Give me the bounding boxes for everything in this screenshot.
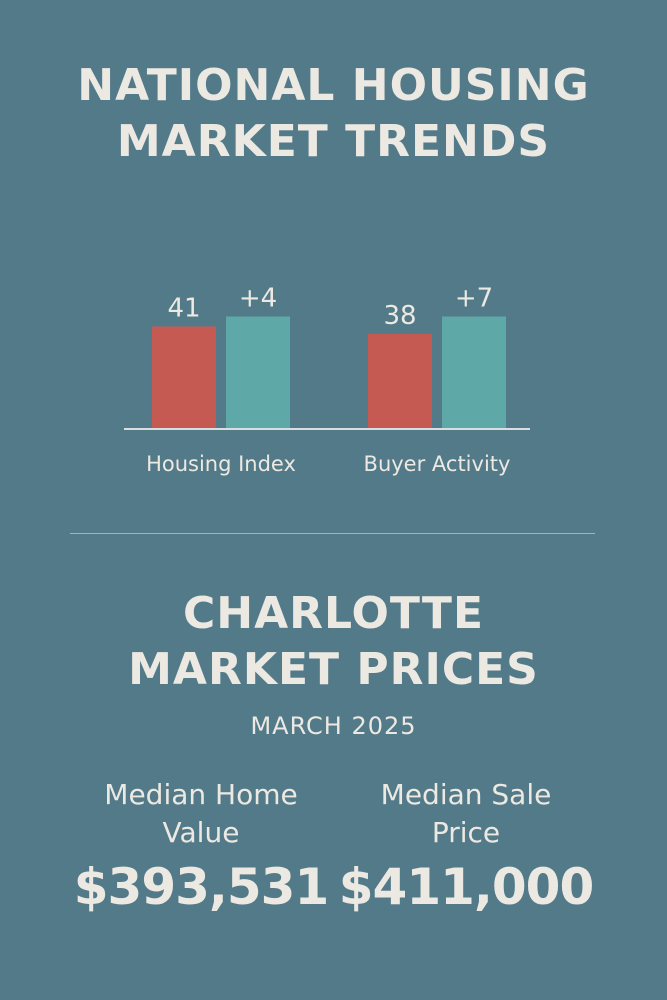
- bar-housing-index-0: [152, 326, 216, 429]
- bar-data-label: +4: [239, 284, 277, 314]
- stat-label-line: Median Home: [104, 778, 298, 811]
- category-label: Buyer Activity: [364, 452, 511, 476]
- bar-data-label: 38: [383, 301, 416, 331]
- housing-trends-bar-chart: 41 +4 Housing Index 38 +7 Buyer Activity: [124, 284, 530, 476]
- stat-label-line: Value: [162, 816, 240, 849]
- bar-buyer-activity-1: [442, 316, 506, 429]
- title-line: NATIONAL HOUSING: [77, 60, 590, 111]
- stat-value: $393,531: [73, 858, 330, 916]
- bar-buyer-activity-0: [368, 334, 432, 429]
- median-home-value-stat: Median Home Value $393,531: [56, 776, 346, 916]
- stat-label: Median Sale Price: [321, 776, 611, 852]
- bar-data-label: 41: [167, 294, 200, 324]
- title-line: CHARLOTTE: [182, 588, 484, 639]
- bar-data-label: +7: [455, 284, 493, 314]
- title-line: MARKET TRENDS: [116, 116, 551, 167]
- section-title: CHARLOTTE MARKET PRICES: [0, 586, 667, 698]
- section-divider: [70, 533, 595, 534]
- median-sale-price-stat: Median Sale Price $411,000: [321, 776, 611, 916]
- stat-label-line: Price: [431, 816, 501, 849]
- stat-label: Median Home Value: [56, 776, 346, 852]
- section-subtitle: MARCH 2025: [250, 712, 417, 740]
- bar-housing-index-1: [226, 316, 290, 429]
- stat-value: $411,000: [338, 858, 595, 916]
- title-line: MARKET PRICES: [128, 644, 539, 695]
- category-label: Housing Index: [146, 452, 296, 476]
- stat-label-line: Median Sale: [380, 778, 552, 811]
- page-title: NATIONAL HOUSING MARKET TRENDS: [0, 58, 667, 170]
